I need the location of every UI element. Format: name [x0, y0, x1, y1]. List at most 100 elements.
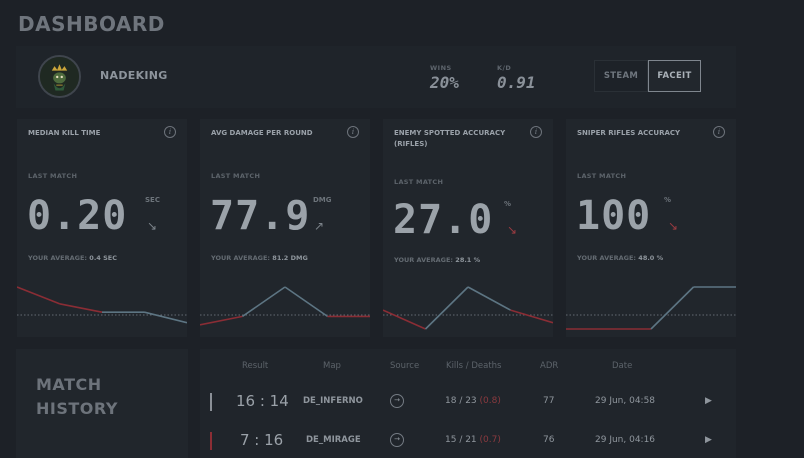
kd-ratio: (0.7) — [479, 435, 501, 445]
average-line: YOUR AVERAGE: 81.2 DMG — [211, 254, 308, 262]
sparkline-segment — [650, 286, 695, 330]
table-row[interactable]: 7 : 16 DE_MIRAGE → 15 / 21 (0.7) 76 29 J… — [200, 424, 736, 458]
kills-deaths: 15 / 21 (0.7) — [445, 435, 501, 445]
kd-stat: K/D 0.91 — [497, 64, 536, 92]
play-icon[interactable]: ▶ — [705, 396, 712, 406]
stat-card-avg-damage: AVG DAMAGE PER ROUND i LAST MATCH 77.9 D… — [200, 119, 370, 337]
last-match-label: LAST MATCH — [211, 172, 261, 180]
stat-unit: SEC — [145, 196, 160, 204]
kills-deaths-value: 18 / 23 — [445, 396, 477, 406]
match-history-title-line2: HISTORY — [36, 399, 118, 418]
result-indicator — [210, 393, 212, 411]
column-header-source[interactable]: Source — [390, 361, 420, 371]
stat-value: 100 — [576, 193, 652, 239]
result-indicator — [210, 432, 212, 450]
last-match-label: LAST MATCH — [577, 172, 627, 180]
card-title: AVG DAMAGE PER ROUND — [211, 129, 313, 137]
faceit-source-icon: → — [390, 433, 404, 447]
sparkline-segment — [467, 286, 511, 311]
adr-value: 76 — [543, 435, 555, 445]
trend-down-icon: ↘ — [668, 219, 679, 233]
column-header-map[interactable]: Map — [323, 361, 341, 371]
stat-card-median-kill-time: MEDIAN KILL TIME i LAST MATCH 0.20 SEC ↘… — [17, 119, 187, 337]
table-row[interactable]: 16 : 14 DE_INFERNO → 18 / 23 (0.8) 77 29… — [200, 385, 736, 421]
match-history-title: MATCH HISTORY — [36, 373, 118, 421]
stat-unit: DMG — [313, 196, 332, 204]
map-name: DE_INFERNO — [303, 396, 363, 406]
stat-value: 77.9 — [210, 193, 311, 239]
info-icon[interactable]: i — [164, 126, 176, 138]
username: NADEKING — [100, 69, 168, 82]
kills-deaths-value: 15 / 21 — [445, 435, 477, 445]
stat-card-sniper-accuracy: SNIPER RIFLES ACCURACY i LAST MATCH 100 … — [566, 119, 736, 337]
sparkline-segment — [17, 286, 60, 305]
avatar[interactable] — [38, 55, 81, 98]
average-label: YOUR AVERAGE: — [28, 254, 88, 262]
sparkline-chart — [566, 286, 736, 330]
profile-bar: NADEKING WINS 20% K/D 0.91 STEAM FACEIT — [16, 46, 736, 108]
average-line: YOUR AVERAGE: 48.0 % — [577, 254, 663, 262]
sparkline-segment — [383, 309, 426, 330]
average-label: YOUR AVERAGE: — [394, 256, 454, 264]
info-icon[interactable]: i — [713, 126, 725, 138]
average-line: YOUR AVERAGE: 28.1 % — [394, 256, 480, 264]
wins-label: WINS — [430, 64, 452, 72]
average-value: 28.1 % — [455, 256, 481, 264]
stat-value: 0.20 — [27, 193, 128, 239]
stat-unit: % — [504, 200, 512, 208]
card-title: SNIPER RIFLES ACCURACY — [577, 129, 681, 137]
sparkline-chart — [383, 286, 553, 330]
card-title: MEDIAN KILL TIME — [28, 129, 101, 137]
column-header-date[interactable]: Date — [612, 361, 633, 371]
stat-card-enemy-spotted-accuracy: ENEMY SPOTTED ACCURACY (RIFLES) i LAST M… — [383, 119, 553, 337]
info-icon[interactable]: i — [347, 126, 359, 138]
average-line: YOUR AVERAGE: 0.4 SEC — [28, 254, 117, 262]
match-history-table: Result Map Source Kills / Deaths ADR Dat… — [200, 349, 736, 458]
sparkline-segment — [424, 286, 469, 330]
card-title: ENEMY SPOTTED ACCURACY (RIFLES) — [394, 129, 506, 148]
score: 16 : 14 — [236, 392, 289, 410]
trend-up-icon: ↗ — [314, 219, 325, 233]
sparkline-chart — [200, 286, 370, 326]
trend-down-icon: ↘ — [507, 223, 518, 237]
column-header-result[interactable]: Result — [242, 361, 269, 371]
kd-label: K/D — [497, 64, 512, 72]
faceit-source-icon: → — [390, 394, 404, 408]
kd-ratio: (0.8) — [479, 396, 501, 406]
trend-down-icon: ↘ — [147, 219, 158, 233]
info-icon[interactable]: i — [530, 126, 542, 138]
average-value: 48.0 % — [638, 254, 664, 262]
column-header-kills-deaths[interactable]: Kills / Deaths — [446, 361, 502, 371]
sparkline-segment — [200, 315, 243, 326]
average-label: YOUR AVERAGE: — [577, 254, 637, 262]
sparkline-segment — [144, 311, 187, 324]
match-date: 29 Jun, 04:16 — [595, 435, 656, 445]
play-icon[interactable]: ▶ — [705, 435, 712, 445]
average-label: YOUR AVERAGE: — [211, 254, 271, 262]
score: 7 : 16 — [240, 431, 284, 449]
sparkline-segment — [59, 303, 103, 313]
map-name: DE_MIRAGE — [306, 435, 361, 445]
average-value: 0.4 SEC — [89, 254, 117, 262]
wins-stat: WINS 20% — [430, 64, 459, 92]
average-value: 81.2 DMG — [272, 254, 308, 262]
wins-value: 20% — [430, 73, 459, 92]
sparkline-chart — [17, 286, 187, 324]
sparkline-segment — [510, 309, 553, 324]
stat-unit: % — [664, 196, 672, 204]
page-title: DASHBOARD — [18, 12, 165, 36]
kills-deaths: 18 / 23 (0.8) — [445, 396, 501, 406]
last-match-label: LAST MATCH — [28, 172, 78, 180]
sparkline-segment — [284, 286, 328, 318]
column-header-adr[interactable]: ADR — [540, 361, 559, 371]
kd-value: 0.91 — [497, 73, 536, 92]
adr-value: 77 — [543, 396, 555, 406]
steam-button[interactable]: STEAM — [594, 60, 648, 92]
faceit-button[interactable]: FACEIT — [648, 60, 701, 92]
match-history-title-line1: MATCH — [36, 375, 102, 394]
sparkline-segment — [242, 286, 286, 318]
stat-value: 27.0 — [393, 197, 494, 243]
match-date: 29 Jun, 04:58 — [595, 396, 656, 406]
match-history-panel: MATCH HISTORY — [16, 349, 188, 458]
last-match-label: LAST MATCH — [394, 178, 444, 186]
